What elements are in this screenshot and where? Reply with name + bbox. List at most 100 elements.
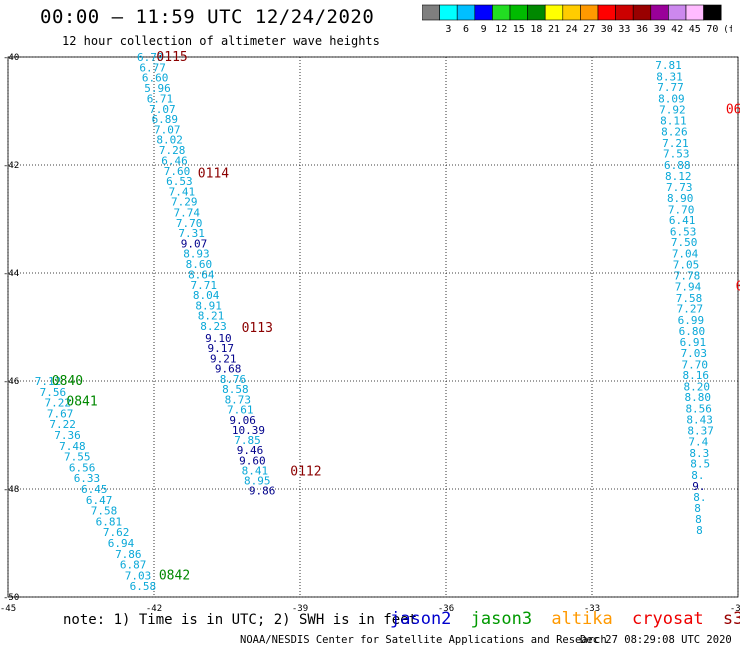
wave-height-value: 8.16	[683, 369, 710, 382]
wave-height-value: 6.41	[669, 214, 696, 227]
wave-height-value: 6.89	[152, 113, 179, 126]
colorbar-tick-label: 9	[481, 24, 487, 34]
satellite-legend: jason2 jason3 altika cryosat s3a	[390, 609, 740, 629]
wave-height-value: 6.99	[678, 314, 705, 327]
pass-time-label: 0842	[159, 568, 190, 583]
colorbar-swatch	[615, 4, 634, 21]
wave-height-value: 7.86	[115, 548, 142, 561]
wave-height-value: 7.85	[234, 434, 260, 447]
colorbar-swatch	[544, 4, 564, 21]
pass-time-label: 0841	[66, 395, 97, 410]
wave-height-value: 6.53	[166, 175, 193, 188]
wave-height-value: 7.62	[103, 526, 129, 539]
wave-height-value: 9.68	[215, 363, 242, 376]
colorbar-swatch	[509, 4, 528, 21]
wave-height-value: 8.41	[242, 465, 269, 478]
wave-height-value: 7.27	[677, 303, 704, 316]
wave-height-value: 6.79	[137, 51, 164, 64]
wave-height-value: 7.36	[54, 429, 81, 442]
wave-height-value: 7.28	[159, 144, 186, 157]
wave-height-value: 7.77	[657, 81, 684, 94]
wave-height-value: 7.41	[169, 185, 196, 198]
colorbar-tick-label: 12	[495, 24, 507, 34]
colorbar-swatch	[562, 4, 581, 21]
x-tick-label: -39	[292, 604, 308, 614]
colorbar-tick-label: 45	[689, 24, 701, 34]
colorbar-swatch	[668, 4, 687, 21]
wave-height-value: 7.4	[688, 435, 708, 448]
wave-height-value: 7.81	[655, 59, 682, 72]
wave-height-value: 8.93	[183, 248, 210, 261]
wave-height-value: 8.	[693, 491, 706, 504]
colorbar-swatch	[703, 4, 722, 21]
wave-height-value: 8.	[691, 469, 704, 482]
x-tick-label: -42	[146, 604, 162, 614]
wave-height-value: 7.12	[35, 375, 62, 388]
pass-time-label: 0115	[156, 50, 187, 65]
wave-height-value: 8.80	[684, 391, 711, 404]
wave-height-value: 8	[696, 524, 703, 537]
wave-height-value: 8.12	[665, 170, 692, 183]
pass-time-label: 0113	[242, 321, 273, 336]
wave-height-value: 8.95	[244, 474, 270, 487]
legend-jason2: jason2	[390, 609, 452, 629]
legend-altika: altika	[551, 609, 613, 629]
wave-height-value: 7.70	[668, 203, 695, 216]
wave-height-value: 8.09	[658, 93, 685, 106]
wave-height-value: 6.80	[679, 325, 706, 338]
wave-height-value: 8.73	[225, 393, 252, 406]
wave-height-value: 9.10	[205, 332, 232, 345]
pass-time-label: 0	[736, 280, 740, 295]
wave-height-value: 7.21	[662, 137, 689, 150]
y-tick-label: -50	[3, 593, 19, 603]
wave-height-value: 7.74	[173, 207, 200, 220]
wave-height-value: 7.73	[666, 181, 693, 194]
y-tick-label: -42	[3, 161, 19, 171]
wave-height-value: 8.76	[220, 373, 247, 386]
legend-cryosat: cryosat	[632, 609, 704, 629]
credit-date: Dec 27 08:29:08 UTC 2020	[580, 634, 732, 646]
colorbar-tick-label: 15	[513, 24, 525, 34]
wave-height-value: 7.48	[59, 440, 86, 453]
wave-height-value: 6.91	[680, 336, 707, 349]
colorbar-tick-label: 27	[583, 24, 595, 34]
units-note: note: 1) Time is in UTC; 2) SWH is in fe…	[63, 612, 418, 628]
colorbar-swatch	[527, 4, 546, 21]
wave-height-value: 7.58	[91, 505, 118, 518]
legend-jason3: jason3	[470, 609, 533, 629]
wave-height-value: 7.53	[663, 148, 690, 161]
wave-height-value: 9.	[692, 480, 705, 493]
wave-height-value: 7.22	[45, 397, 72, 410]
x-tick-label: -45	[0, 604, 16, 614]
wave-height-value: 6.87	[120, 559, 147, 572]
colorbar-swatch	[439, 4, 458, 21]
legend-s3a: s3a	[722, 609, 740, 629]
wave-height-value: 10.39	[232, 424, 265, 437]
wave-height-value: 8.21	[198, 310, 225, 323]
wave-height-value: 7.29	[171, 196, 198, 209]
x-tick-label: -33	[584, 604, 600, 614]
wave-height-value: 7.07	[149, 103, 176, 116]
wave-height-value: 9.21	[210, 352, 237, 365]
colorbar-tick-label: 24	[566, 24, 578, 34]
colorbar-tick-label: 36	[636, 24, 648, 34]
wave-height-value: 6.81	[96, 515, 123, 528]
wave-height-value: 6.88	[664, 159, 691, 172]
wave-height-value: 8.23	[200, 320, 227, 333]
wave-height-value: 9.46	[237, 444, 264, 457]
wave-height-value: 7.22	[49, 418, 76, 431]
wave-height-value: 8.60	[186, 258, 213, 271]
wave-height-value: 7.03	[681, 347, 708, 360]
wave-height-value: 8	[695, 513, 702, 526]
wave-height-value: 7.60	[164, 165, 191, 178]
wave-height-value: 7.05	[673, 258, 700, 271]
wave-height-value: 8.20	[683, 380, 710, 393]
pass-time-label: 0840	[52, 374, 83, 389]
colorbar-tick-label: 42	[671, 24, 683, 34]
colorbar-tick-label: 3	[445, 24, 451, 34]
wave-height-value: 8.04	[193, 289, 220, 302]
wave-height-value: 7.70	[682, 358, 709, 371]
